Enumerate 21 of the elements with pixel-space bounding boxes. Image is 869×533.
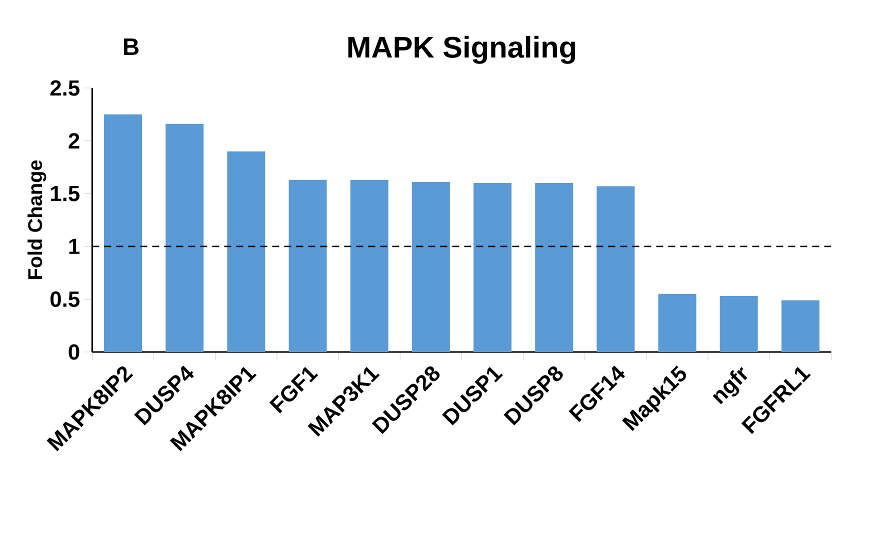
y-tick-label: 0.5: [50, 291, 80, 307]
bar: [474, 183, 512, 352]
y-tick-label: 2.5: [50, 80, 80, 96]
chart-title: MAPK Signaling: [348, 36, 576, 64]
y-tick-label: 1: [69, 238, 80, 254]
y-tick-label: 0: [68, 344, 80, 360]
bar: [412, 182, 450, 352]
bar: [227, 151, 266, 352]
bar: [350, 180, 388, 352]
text: B: [124, 38, 139, 55]
bar: [781, 300, 820, 352]
bar: [596, 186, 635, 352]
bar: [720, 296, 758, 352]
bar: [288, 180, 327, 352]
bar: [104, 114, 142, 352]
y-axis-title: Fold Change: [28, 160, 46, 279]
y-tick-label: 2: [68, 133, 80, 148]
y-tick-label: 1.5: [51, 186, 80, 202]
bar: [658, 294, 696, 352]
bar: [535, 183, 574, 352]
bar: [166, 124, 204, 352]
